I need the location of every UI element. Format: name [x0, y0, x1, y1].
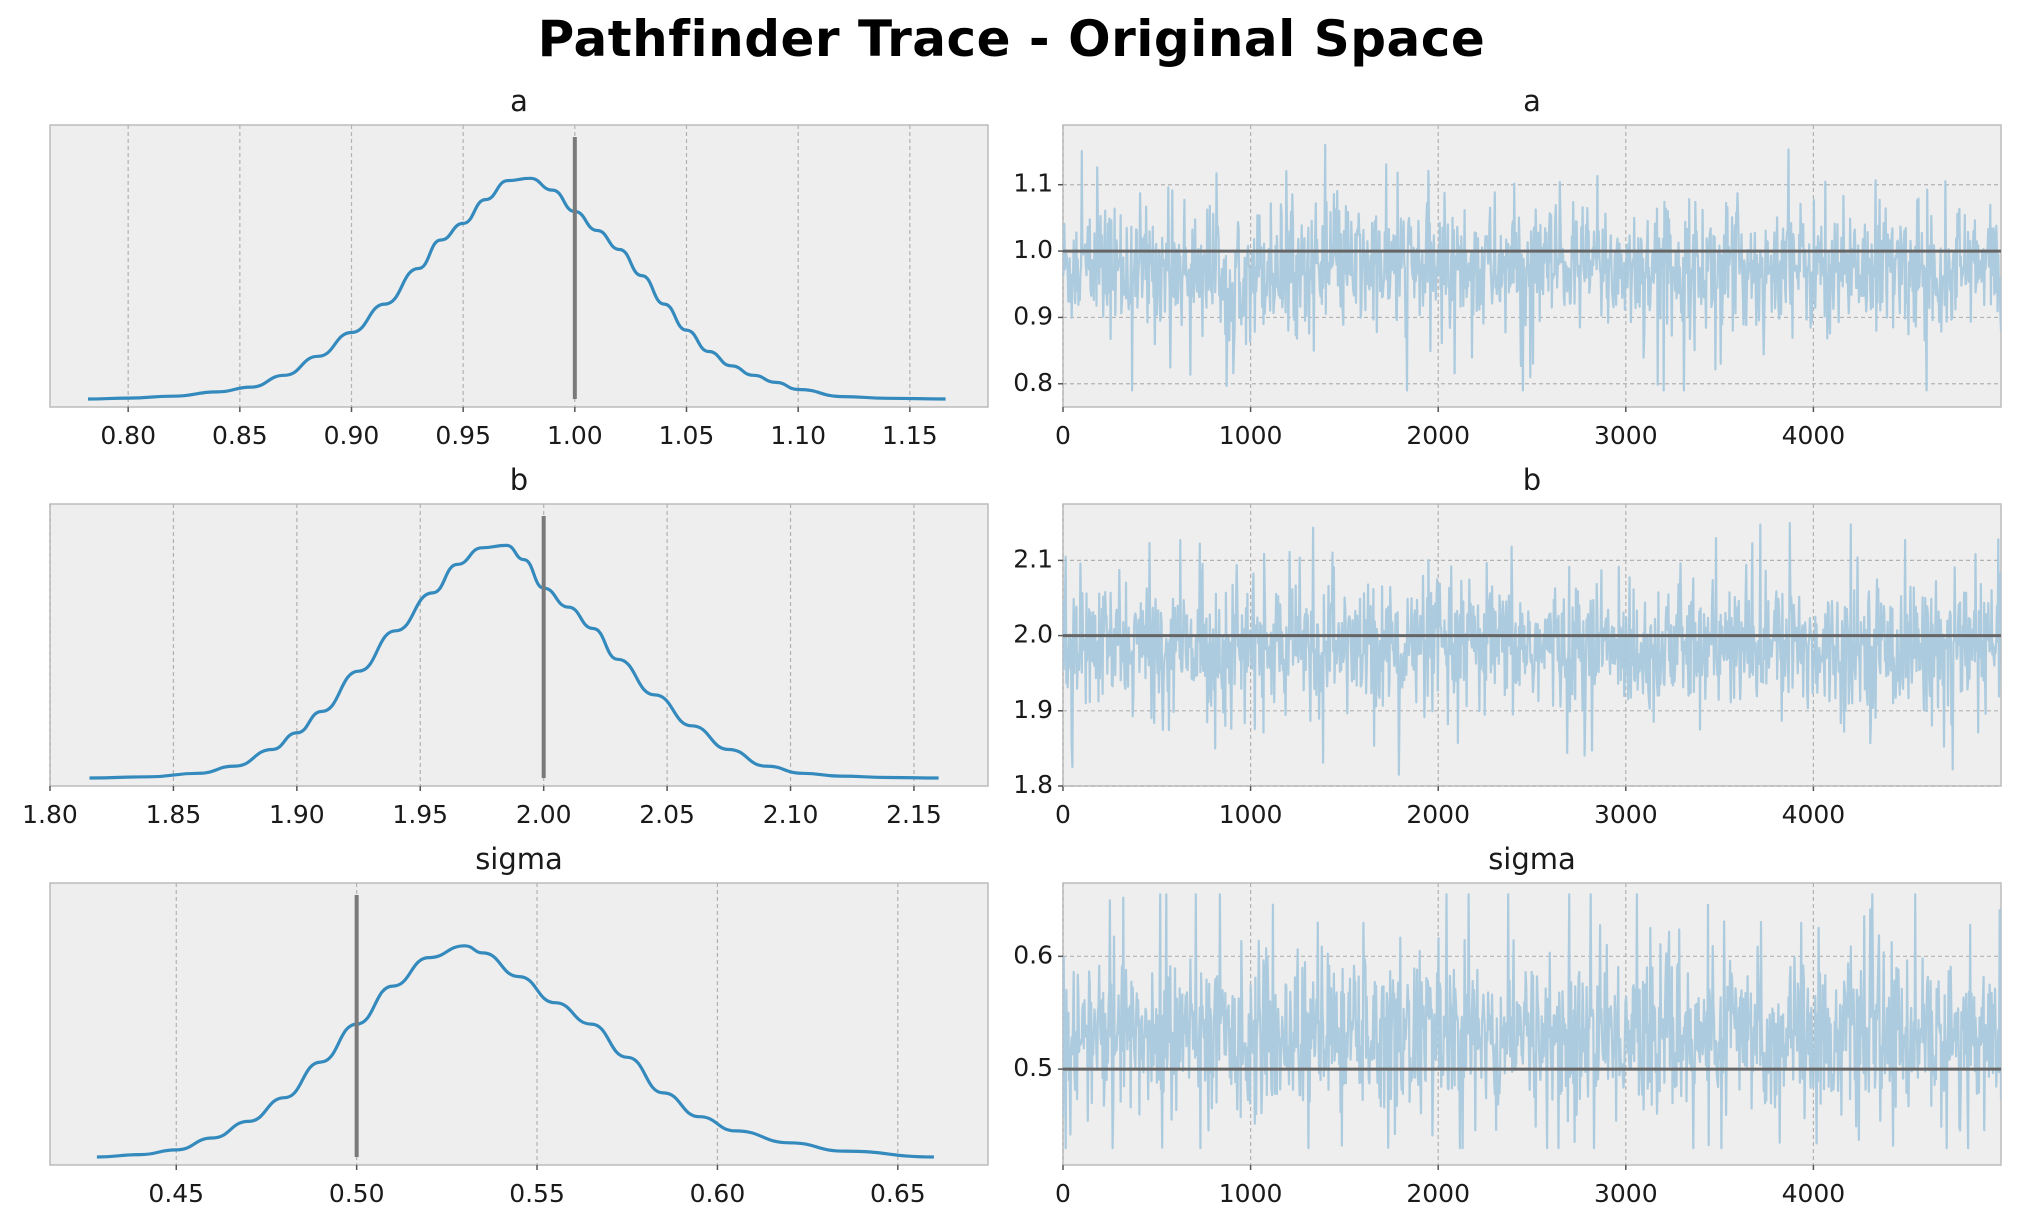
- x-tick-label: 0.60: [690, 1179, 746, 1208]
- x-tick-label: 1.85: [146, 800, 202, 829]
- y-tick-label: 2.1: [1013, 544, 1053, 573]
- panel-trace-sigma: sigma 0 1000 2000 3000 4000 0.5 0.6: [1013, 842, 2002, 1208]
- x-tick-label: 2000: [1406, 1179, 1470, 1208]
- y-tick-label: 1.9: [1013, 695, 1053, 724]
- kde-curve: [89, 543, 939, 780]
- data-layer: [1063, 893, 2001, 1150]
- x-tick-label: 4000: [1782, 1179, 1846, 1208]
- x-tick-label: 0: [1055, 1179, 1071, 1208]
- x-tick-label: 0.45: [148, 1179, 204, 1208]
- axes-background: [49, 124, 989, 408]
- x-tick-label: 0.90: [324, 421, 380, 450]
- x-tick-label: 2000: [1406, 800, 1470, 829]
- y-tick-label: 0.9: [1013, 301, 1053, 330]
- panel-title: a: [510, 84, 528, 118]
- x-tick-label: 1.00: [547, 421, 603, 450]
- data-layer: [1063, 521, 2001, 776]
- x-tick-label: 2.10: [763, 800, 819, 829]
- x-tick-label: 0: [1055, 800, 1071, 829]
- x-tick-label: 3000: [1594, 1179, 1658, 1208]
- data-layer: [87, 137, 946, 401]
- data-layer: [1063, 143, 2001, 392]
- panel-trace-a: a 0 1000 2000 3000 4000 0.8 0.9 1.0 1.1: [1013, 84, 2002, 450]
- x-tick-label: 1.05: [659, 421, 715, 450]
- panel-title: a: [1523, 84, 1541, 118]
- panel-trace-b: b 0 1000 2000 3000 4000 1.8 1.9 2.0 2.1: [1013, 463, 2002, 829]
- x-tick-label: 0.95: [435, 421, 491, 450]
- trace-line: [1063, 893, 2001, 1150]
- y-tick-label: 0.6: [1013, 940, 1053, 969]
- x-tick-label: 1000: [1219, 421, 1283, 450]
- kde-curve: [96, 944, 934, 1159]
- y-tick-label: 0.8: [1013, 368, 1053, 397]
- data-layer: [89, 516, 939, 780]
- axes-background: [49, 503, 989, 787]
- panel-title: b: [510, 463, 528, 497]
- x-tick-label: 0.50: [329, 1179, 385, 1208]
- x-tick-label: 1.80: [22, 800, 78, 829]
- y-tick-label: 1.8: [1013, 770, 1053, 799]
- x-tick-label: 0: [1055, 421, 1071, 450]
- x-tick-label: 1000: [1219, 800, 1283, 829]
- panel-kde-a: a 0.80 0.85 0.90 0.95 1.00 1.05 1.10 1.15: [49, 84, 989, 450]
- x-tick-label: 2000: [1406, 421, 1470, 450]
- x-tick-label: 1.15: [882, 421, 938, 450]
- x-tick-label: 0.65: [870, 1179, 926, 1208]
- x-tick-label: 0.85: [212, 421, 268, 450]
- x-tick-label: 4000: [1782, 800, 1846, 829]
- y-tick-label: 0.5: [1013, 1053, 1053, 1082]
- panel-title: sigma: [475, 842, 563, 876]
- x-tick-label: 4000: [1782, 421, 1846, 450]
- x-tick-label: 3000: [1594, 800, 1658, 829]
- x-tick-label: 3000: [1594, 421, 1658, 450]
- x-tick-label: 1.90: [269, 800, 325, 829]
- kde-curve: [87, 176, 946, 401]
- x-tick-label: 1.95: [392, 800, 448, 829]
- trace-line: [1063, 143, 2001, 392]
- x-tick-label: 0.55: [509, 1179, 565, 1208]
- x-tick-label: 1.10: [770, 421, 826, 450]
- y-tick-label: 1.1: [1013, 169, 1053, 198]
- x-tick-label: 2.15: [886, 800, 942, 829]
- x-tick-label: 1000: [1219, 1179, 1283, 1208]
- y-tick-label: 2.0: [1013, 620, 1053, 649]
- x-tick-label: 2.00: [516, 800, 572, 829]
- x-tick-label: 0.80: [100, 421, 156, 450]
- panel-title: sigma: [1488, 842, 1576, 876]
- panel-kde-b: b 1.80 1.85 1.90 1.95 2.00 2.05 2.10 2.15: [22, 463, 989, 829]
- trace-line: [1063, 521, 2001, 776]
- data-layer: [96, 895, 934, 1159]
- panel-kde-sigma: sigma 0.45 0.50 0.55 0.60 0.65: [49, 842, 989, 1208]
- panel-title: b: [1523, 463, 1541, 497]
- axes-background: [49, 882, 989, 1166]
- page-title: Pathfinder Trace - Original Space: [537, 10, 1486, 68]
- x-tick-label: 2.05: [639, 800, 695, 829]
- y-tick-label: 1.0: [1013, 235, 1053, 264]
